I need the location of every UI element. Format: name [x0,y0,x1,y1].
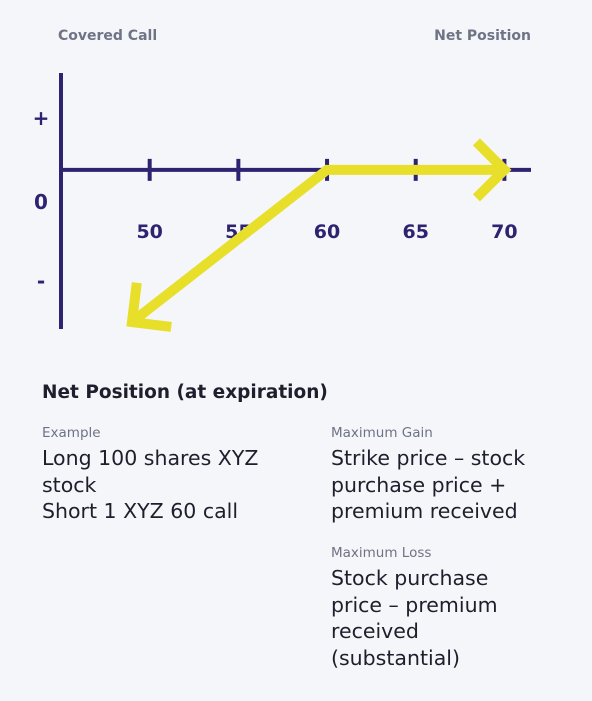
example-line: Short 1 XYZ 60 call [42,499,239,523]
max-loss-label: Maximum Loss [331,545,432,561]
y-tick-label: - [37,269,45,293]
payoff-chart: 50 55 60 65 70+0- [33,73,531,332]
payoff-line [128,164,505,327]
x-tick-label: 50 [136,221,162,243]
max-gain-label: Maximum Gain [331,425,433,441]
arrowhead-start [126,282,172,332]
chart-subtitle: Net Position [434,28,531,44]
arrowhead-end [472,138,512,202]
y-tick-label: 0 [34,190,48,214]
example-line: stock [42,472,97,497]
max-gain-line: Strike price – stock [331,446,526,470]
x-tick-label: 60 [314,221,340,243]
max-loss-block: Maximum Loss Stock purchase price – prem… [331,545,571,671]
max-gain-line: purchase price + [331,472,507,497]
example-line: Long 100 shares XYZ [42,446,259,470]
max-loss-line: price – premium [331,592,498,617]
max-loss-line: Stock purchase [331,566,489,590]
chart-title: Covered Call [58,28,158,44]
max-gain-line: premium received [331,499,518,523]
y-tick-label: + [33,106,50,130]
x-tick-label: 70 [491,221,517,243]
x-tick-label: 65 [402,221,428,243]
max-loss-line: (substantial) [331,645,460,670]
max-loss-line: received [331,619,419,643]
section-title: Net Position (at expiration) [42,382,328,403]
max-gain-block: Maximum Gain Strike price – stock purcha… [331,425,571,525]
example-block: Example Long 100 shares XYZ stock Short … [42,425,317,525]
example-label: Example [42,425,101,441]
